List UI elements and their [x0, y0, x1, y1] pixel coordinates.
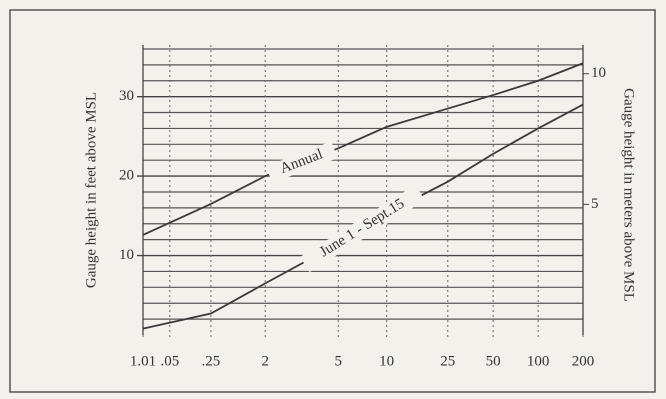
x-tick-label: 2 [261, 353, 269, 369]
series-line [142, 62, 584, 236]
x-tick-label: 50 [486, 353, 501, 369]
y-tick-label: 10 [119, 247, 134, 263]
y-axis-label: Gauge height in feet above MSL [83, 92, 99, 288]
x-tick-label: .25 [202, 353, 221, 369]
y-tick-label: 30 [119, 88, 134, 104]
label-bg [265, 141, 338, 184]
y2-tick-label: 10 [591, 65, 606, 81]
label-bg [300, 184, 425, 273]
y2-tick-label: 5 [591, 196, 599, 212]
x-tick-label: 10 [379, 353, 394, 369]
y-tick-label: 20 [119, 168, 134, 184]
x-tick-label: 5 [335, 353, 343, 369]
x-tick-label: 25 [440, 353, 455, 369]
frame [9, 9, 656, 393]
x-tick-label: 200 [572, 353, 595, 369]
x-tick-label: .05 [160, 353, 179, 369]
y2-axis-label: Gauge height in meters above MSL [621, 88, 637, 302]
x-tick-label: 100 [527, 353, 550, 369]
x-tick-label: 1.01 [130, 353, 156, 369]
